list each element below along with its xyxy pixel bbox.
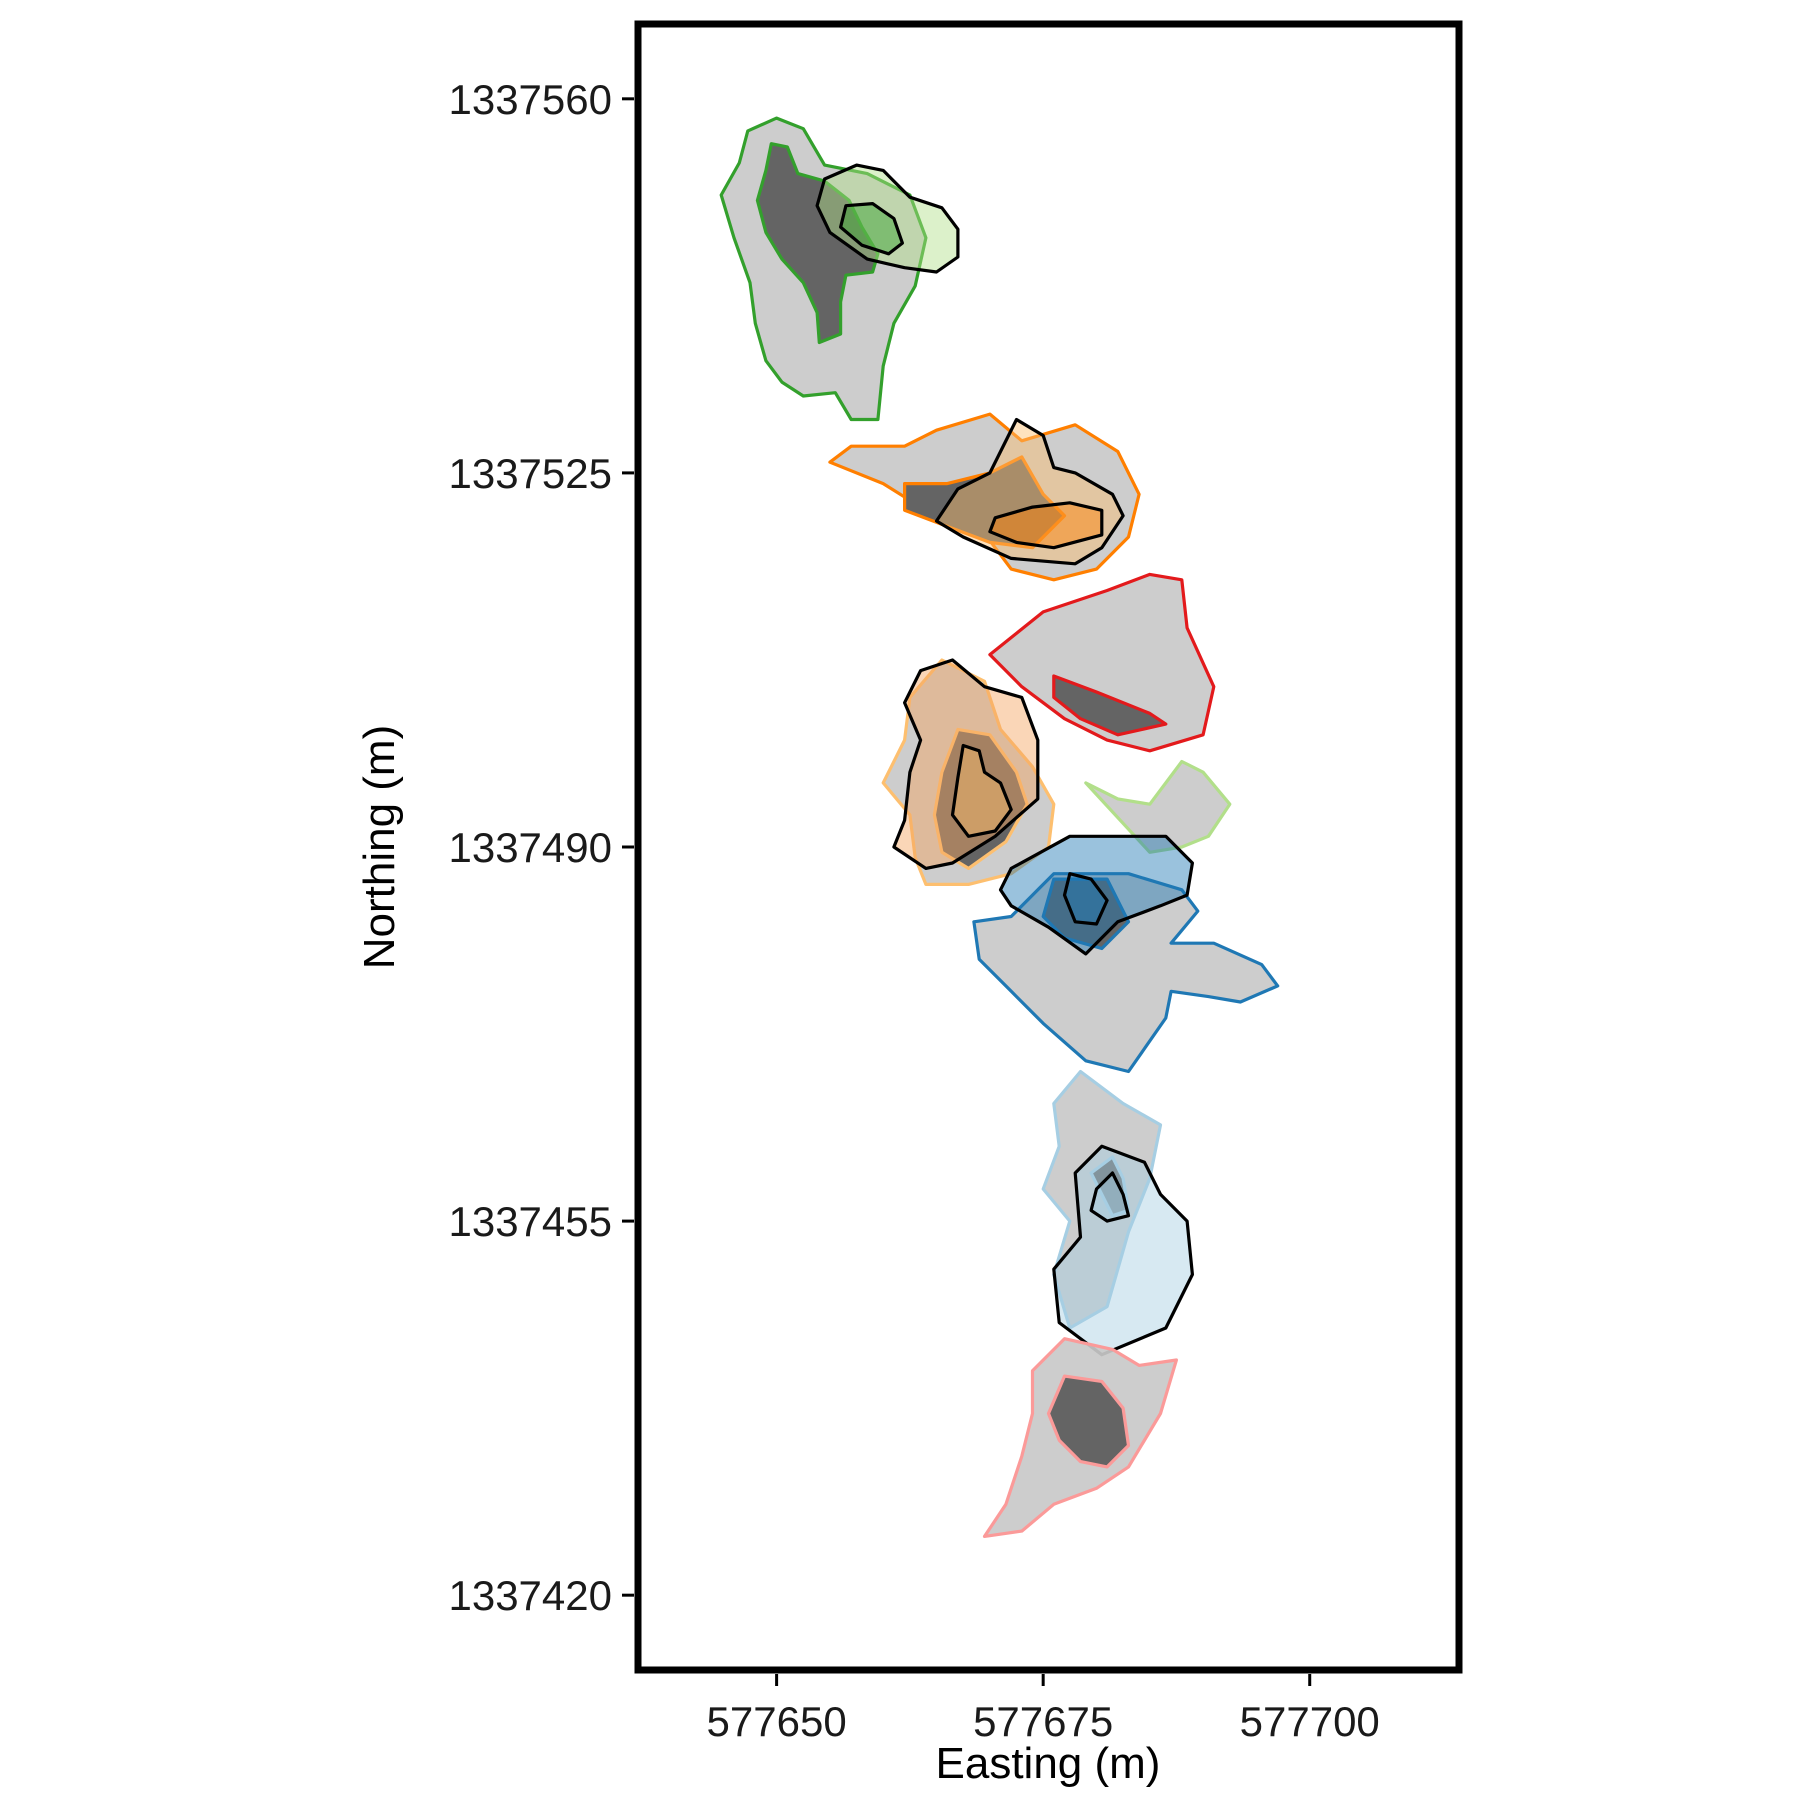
range-contour-core	[1046, 1374, 1131, 1469]
y-axis: 1337420 1337455 1337490 1337525 1337560	[448, 76, 634, 1619]
regions-layer	[719, 116, 1280, 1539]
utilization-contour-outer	[934, 417, 1125, 566]
y-tick-label: 1337455	[448, 1198, 612, 1245]
contour-group-4	[881, 658, 1056, 887]
utilization-contour-inner	[950, 743, 1013, 838]
contour-group-1	[719, 116, 960, 422]
range-contour-core	[1089, 1155, 1131, 1218]
x-tick-label: 577650	[707, 1698, 847, 1745]
contour-group-5	[1084, 759, 1232, 854]
y-tick-label: 1337420	[448, 1572, 612, 1619]
contour-group-3	[988, 572, 1216, 753]
x-tick-label: 577700	[1240, 1698, 1380, 1745]
utilization-contour-outer	[815, 163, 960, 274]
y-tick-label: 1337490	[448, 824, 612, 871]
y-axis-title: Northing (m)	[355, 725, 404, 970]
range-contour-outer	[988, 572, 1216, 753]
utilization-contour-inner	[1062, 872, 1109, 926]
range-contour-core	[1052, 674, 1168, 737]
x-axis-title: Easting (m)	[936, 1739, 1161, 1788]
contour-group-6	[972, 834, 1280, 1074]
contour-group-8	[982, 1337, 1179, 1539]
contour-group-7	[1041, 1069, 1195, 1357]
range-contour-outer	[1084, 759, 1232, 854]
x-tick-label: 577675	[973, 1698, 1113, 1745]
x-axis: 577650 577675 577700	[707, 1674, 1380, 1745]
range-contour-outer	[1041, 1069, 1163, 1330]
utilization-contour-outer	[998, 834, 1195, 956]
y-tick-label: 1337525	[448, 450, 612, 497]
utilization-contour-inner	[988, 501, 1104, 550]
utilization-contour-outer	[1052, 1144, 1195, 1357]
y-tick-label: 1337560	[448, 76, 612, 123]
contour-group-2	[828, 412, 1141, 582]
range-contour-core	[932, 727, 1029, 871]
utilization-contour-inner	[1089, 1171, 1131, 1223]
utilization-contour-inner	[838, 202, 905, 256]
plot-frame	[634, 20, 1463, 1674]
utilization-contour-outer	[892, 658, 1040, 871]
